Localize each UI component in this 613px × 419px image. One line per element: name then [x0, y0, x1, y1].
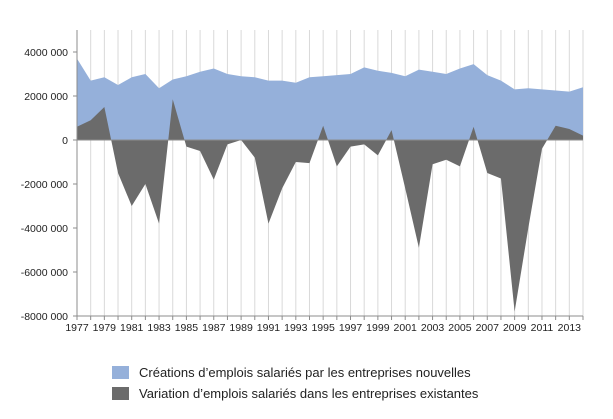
- x-tick-label: 2013: [558, 322, 582, 334]
- y-tick-label: 4000 000: [24, 47, 68, 59]
- x-tick-label: 1979: [93, 322, 117, 334]
- x-axis-ticks: 1977 1979 1981 1983 1985 1987 1989 1991 1993 1995…: [65, 316, 584, 334]
- x-tick-label: 1997: [339, 322, 363, 334]
- legend-item-new-firms: Créations d’emplois salariés par les ent…: [112, 362, 478, 383]
- y-tick-label: -8000 000: [21, 311, 68, 323]
- y-axis-ticks: 4000 000 2000 000 0 -2000 000 -4000 000 -6000…: [21, 47, 77, 323]
- y-tick-label: -6000 000: [21, 267, 68, 279]
- x-tick-label: 1995: [311, 322, 335, 334]
- legend-swatch-existing-firms: [112, 387, 129, 400]
- series-areas: [77, 58, 583, 312]
- axes: [76, 30, 583, 317]
- x-tick-label: 2007: [476, 322, 500, 334]
- x-tick-label: 1999: [366, 322, 390, 334]
- x-tick-label: 2005: [448, 322, 472, 334]
- x-tick-label: 2001: [394, 322, 418, 334]
- series-area-1: [77, 99, 583, 312]
- series-area-0: [77, 58, 583, 140]
- y-tick-label: 2000 000: [24, 91, 68, 103]
- legend-label-new-firms: Créations d’emplois salariés par les ent…: [139, 365, 471, 380]
- legend-label-existing-firms: Variation d’emplois salariés dans les en…: [139, 386, 479, 401]
- legend-swatch-new-firms: [112, 366, 129, 379]
- legend: Créations d’emplois salariés par les ent…: [112, 362, 478, 404]
- y-tick-label: -4000 000: [21, 223, 68, 235]
- x-tick-label: 2009: [503, 322, 527, 334]
- y-tick-label: 0: [62, 135, 68, 147]
- x-tick-label: 1977: [65, 322, 89, 334]
- legend-item-existing-firms: Variation d’emplois salariés dans les en…: [112, 383, 478, 404]
- x-tick-label: 1991: [257, 322, 281, 334]
- x-tick-label: 2003: [421, 322, 445, 334]
- x-tick-label: 1989: [229, 322, 253, 334]
- x-tick-label: 1993: [284, 322, 308, 334]
- y-tick-label: -2000 000: [21, 179, 68, 191]
- x-tick-label: 1987: [202, 322, 226, 334]
- x-tick-label: 2011: [531, 322, 554, 334]
- x-tick-label: 1981: [120, 322, 144, 334]
- x-tick-label: 1985: [175, 322, 199, 334]
- x-tick-label: 1983: [147, 322, 171, 334]
